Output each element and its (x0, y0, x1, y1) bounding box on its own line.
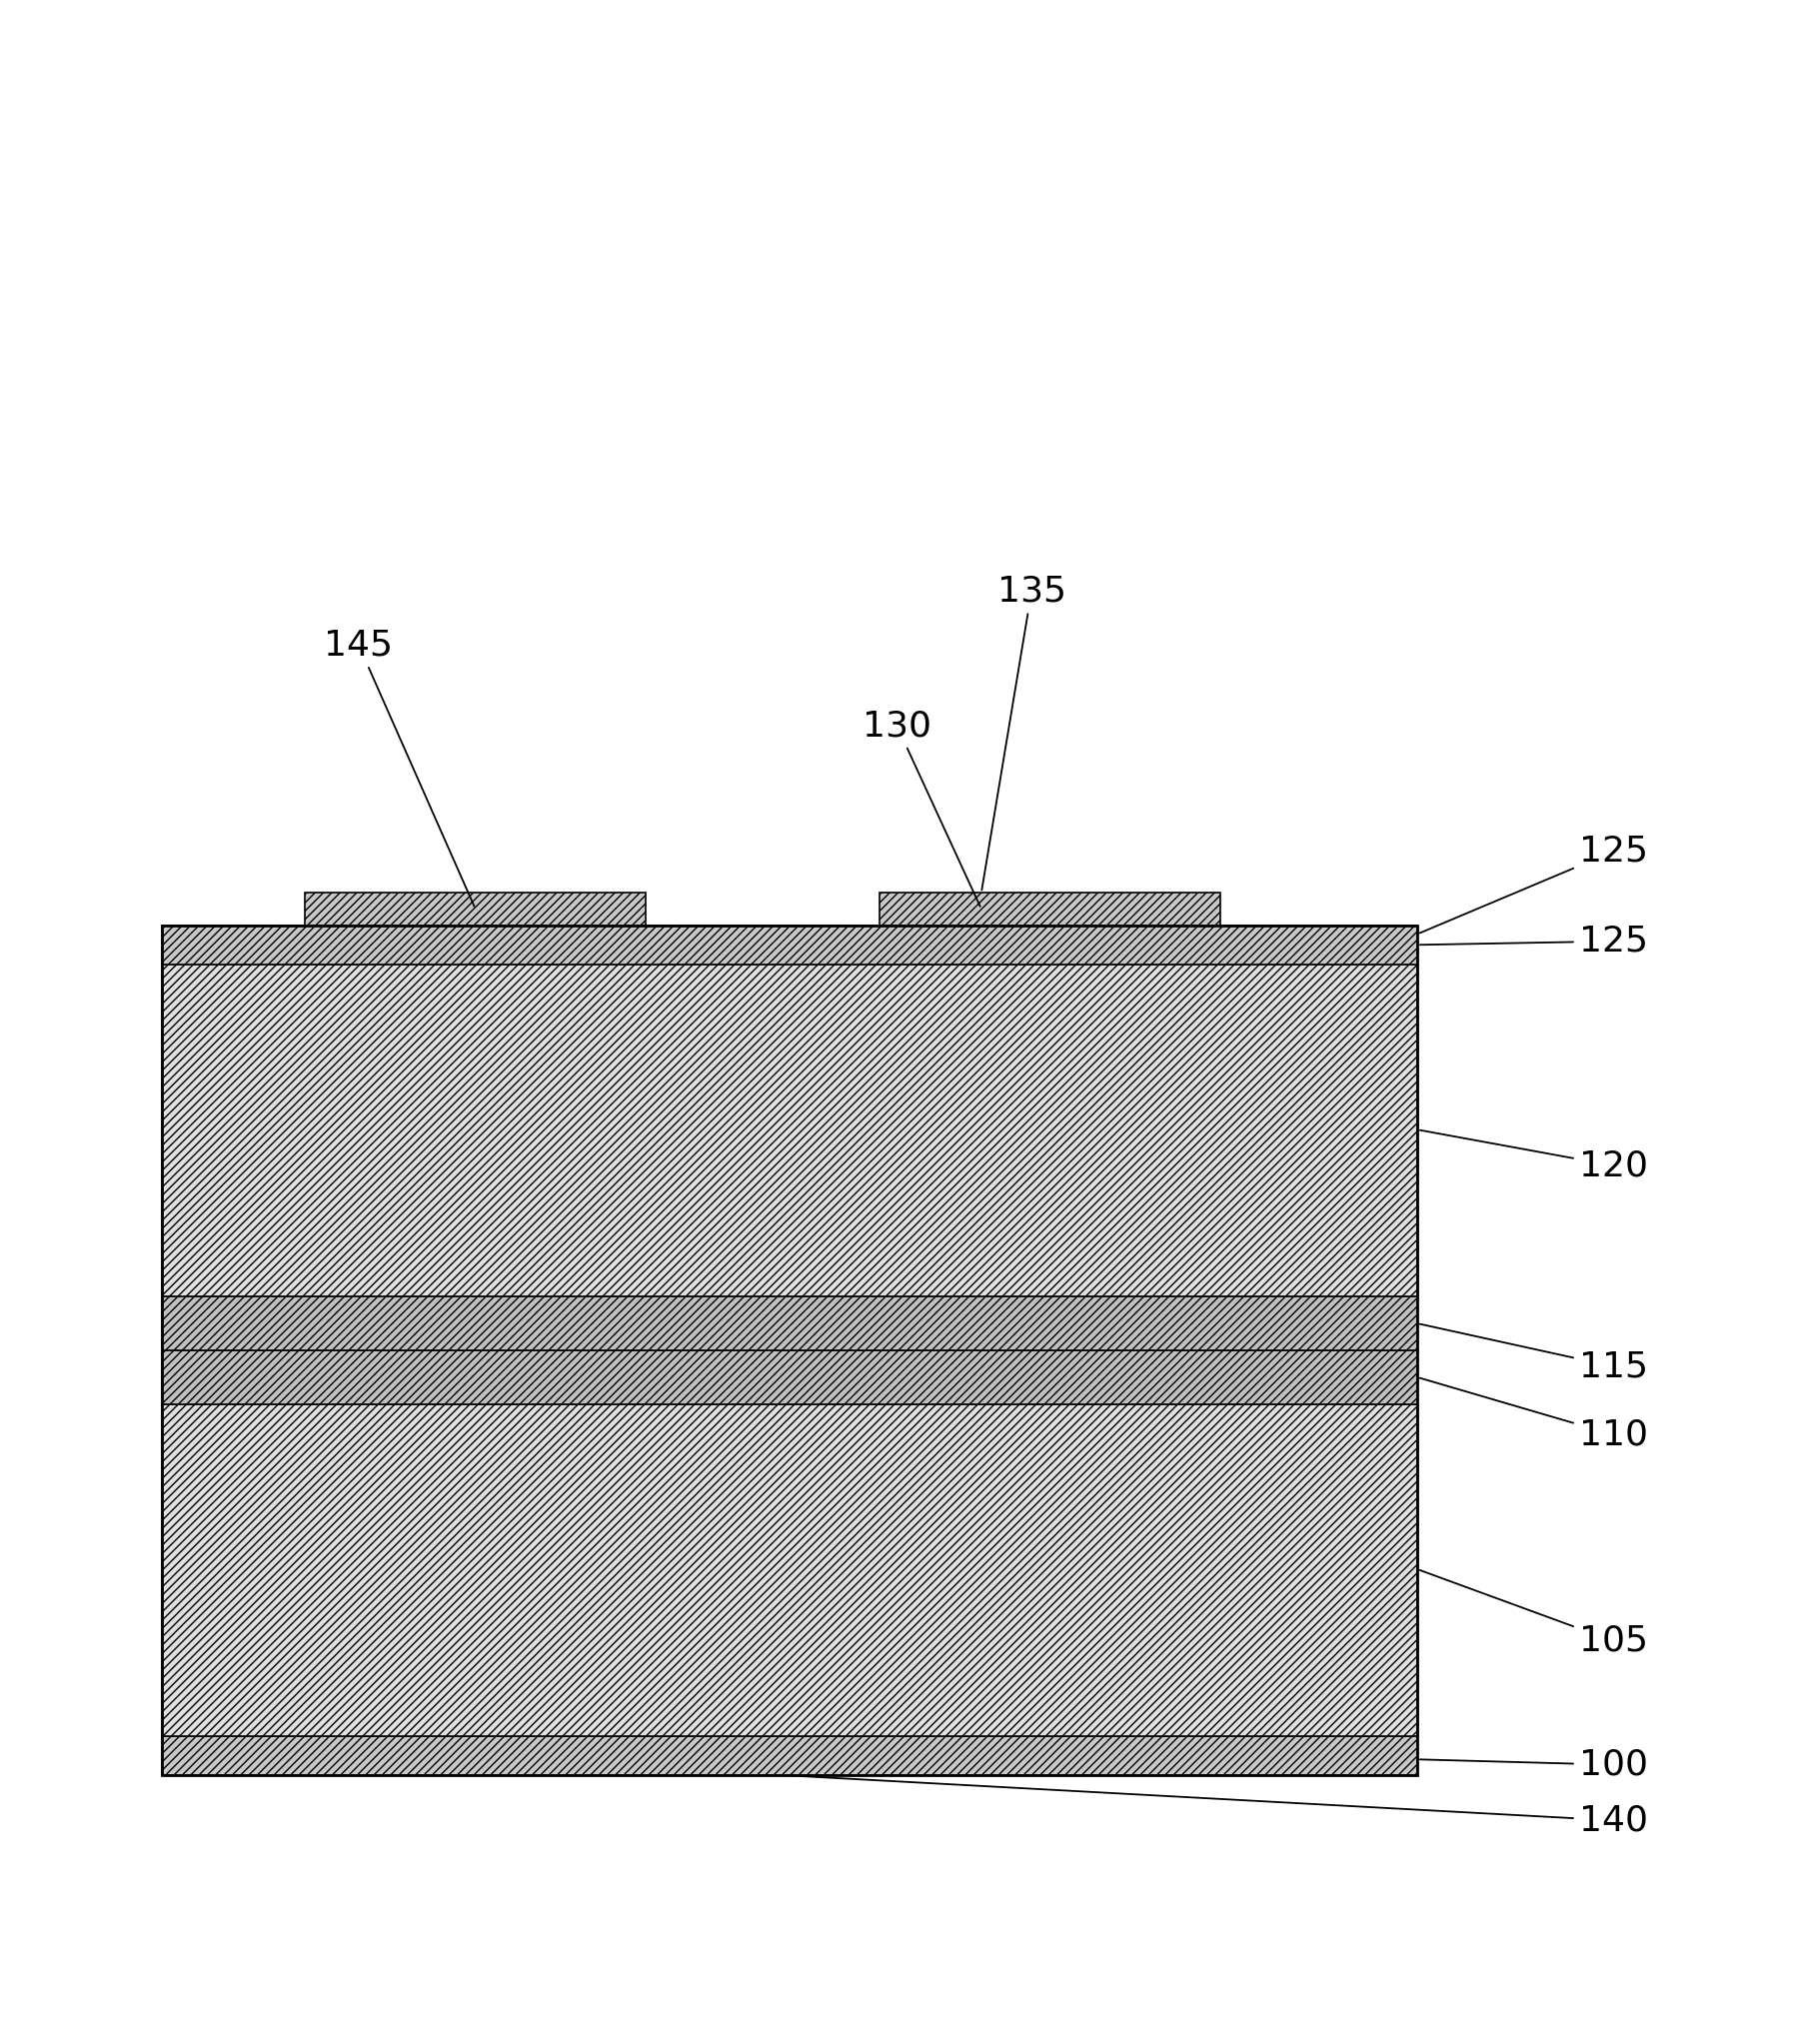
Text: 100: 100 (1421, 1748, 1647, 1782)
Bar (161, 1351, 1417, 1404)
Bar (161, 965, 1417, 1296)
Text: 145: 145 (325, 628, 474, 905)
Text: 125: 125 (1421, 924, 1647, 959)
Bar (161, 1735, 1417, 1776)
Bar (305, 893, 646, 926)
Bar (161, 1296, 1417, 1351)
Text: 135: 135 (981, 574, 1066, 889)
Text: 140: 140 (793, 1776, 1647, 1838)
Bar (879, 893, 1220, 926)
Text: 110: 110 (1419, 1378, 1647, 1451)
Text: 120: 120 (1421, 1130, 1647, 1183)
Text: 105: 105 (1419, 1570, 1647, 1658)
Text: 115: 115 (1421, 1325, 1647, 1384)
Bar (161, 1404, 1417, 1735)
Bar (161, 926, 1417, 1776)
Text: 130: 130 (863, 709, 980, 905)
Text: 125: 125 (1419, 834, 1647, 932)
Bar (161, 926, 1417, 965)
